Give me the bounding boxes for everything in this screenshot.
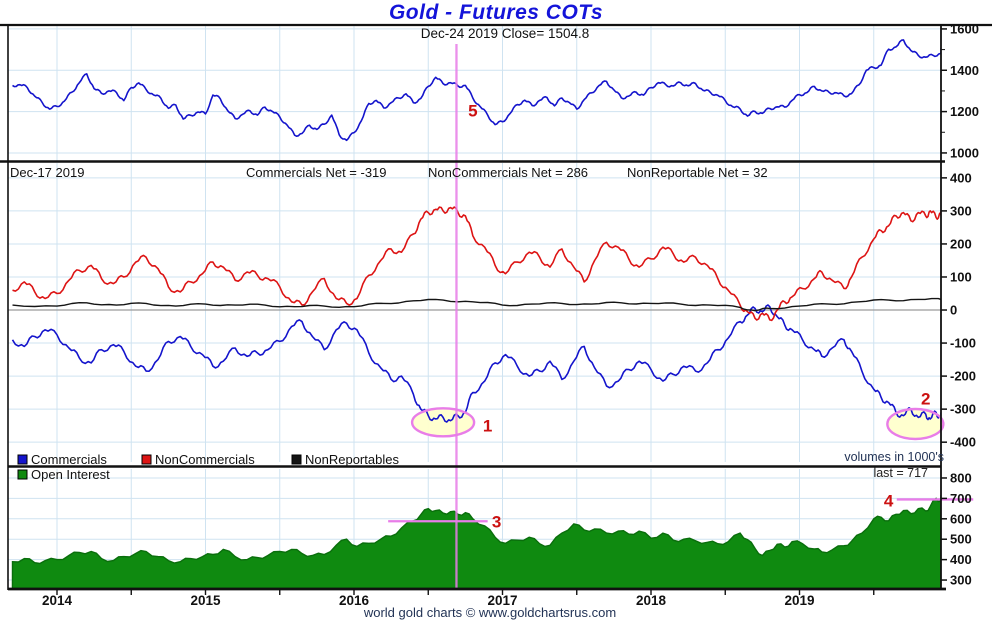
y-tick-label: -300: [950, 402, 976, 417]
generated-chart-layers: 1234510001200140016004003002001000-100-2…: [0, 21, 992, 608]
nonreportables-legend-swatch: [291, 454, 302, 465]
series-line-nonreportables: [12, 297, 941, 312]
footer-caption: world gold charts © www.goldchartsrus.co…: [363, 605, 616, 620]
y-tick-label: 700: [950, 491, 972, 506]
noncommercials-legend-label: NonCommercials: [155, 452, 255, 467]
y-tick-label: 400: [950, 552, 972, 567]
x-year-label: 2017: [487, 593, 517, 608]
y-tick-label: 400: [950, 170, 972, 185]
x-year-label: 2016: [339, 593, 370, 608]
y-tick-label: 300: [950, 573, 972, 588]
y-tick-label: 0: [950, 303, 957, 318]
volumes-note: volumes in 1000's: [844, 450, 944, 464]
noncommercials-net-label: NonCommercials Net = 286: [428, 165, 588, 180]
commercials-legend-swatch: [17, 454, 28, 465]
commercials-legend-label: Commercials: [31, 452, 107, 467]
y-tick-label: 800: [950, 470, 972, 485]
y-tick-label: 600: [950, 511, 972, 526]
y-tick-label: -400: [950, 435, 976, 450]
series-line-gold-price: [12, 39, 941, 142]
y-tick-label: 1200: [950, 104, 979, 119]
y-tick-label: 1400: [950, 63, 979, 78]
x-year-label: 2014: [42, 593, 73, 608]
x-year-label: 2015: [190, 593, 221, 608]
y-tick-label: 500: [950, 532, 972, 547]
annotation-label-2: 2: [921, 390, 930, 409]
annotation-label-3: 3: [492, 512, 501, 531]
commercials-net-label: Commercials Net = -319: [246, 165, 387, 180]
y-tick-label: 200: [950, 236, 972, 251]
series-line-commercials: [11, 304, 941, 423]
static-text-layer: Dec-24 2019 Close= 1504.8 Dec-17 2019 Co…: [10, 26, 944, 620]
annotation-ellipse-fill-2: [887, 409, 944, 440]
open-interest-legend-swatch: [17, 469, 28, 480]
y-tick-label: 100: [950, 269, 972, 284]
noncommercials-legend-swatch: [141, 454, 152, 465]
y-tick-label: 1000: [950, 145, 979, 160]
nonreportable-net-label: NonReportable Net = 32: [627, 165, 768, 180]
annotation-label-5: 5: [468, 102, 477, 121]
annotation-ellipse-2: [886, 407, 945, 441]
y-tick-label: 300: [950, 203, 972, 218]
y-tick-label: -200: [950, 369, 976, 384]
cot-header-date: Dec-17 2019: [10, 165, 84, 180]
nonreportables-legend-label: NonReportables: [305, 452, 399, 467]
series-area-open-interest: [11, 494, 941, 588]
price-subtitle: Dec-24 2019 Close= 1504.8: [421, 26, 590, 41]
x-year-label: 2019: [784, 593, 814, 608]
page-title: Gold - Futures COTs: [388, 1, 604, 24]
open-interest-legend-label: Open Interest: [31, 467, 110, 482]
y-tick-label: 1600: [950, 21, 979, 36]
series-line-noncommercials: [12, 206, 941, 322]
annotation-ellipse-1: [410, 407, 476, 438]
y-tick-label: -100: [950, 336, 976, 351]
last-value-note: last = 717: [873, 466, 928, 480]
x-year-label: 2018: [636, 593, 667, 608]
annotation-label-1: 1: [483, 417, 492, 436]
annotation-label-4: 4: [884, 491, 894, 510]
